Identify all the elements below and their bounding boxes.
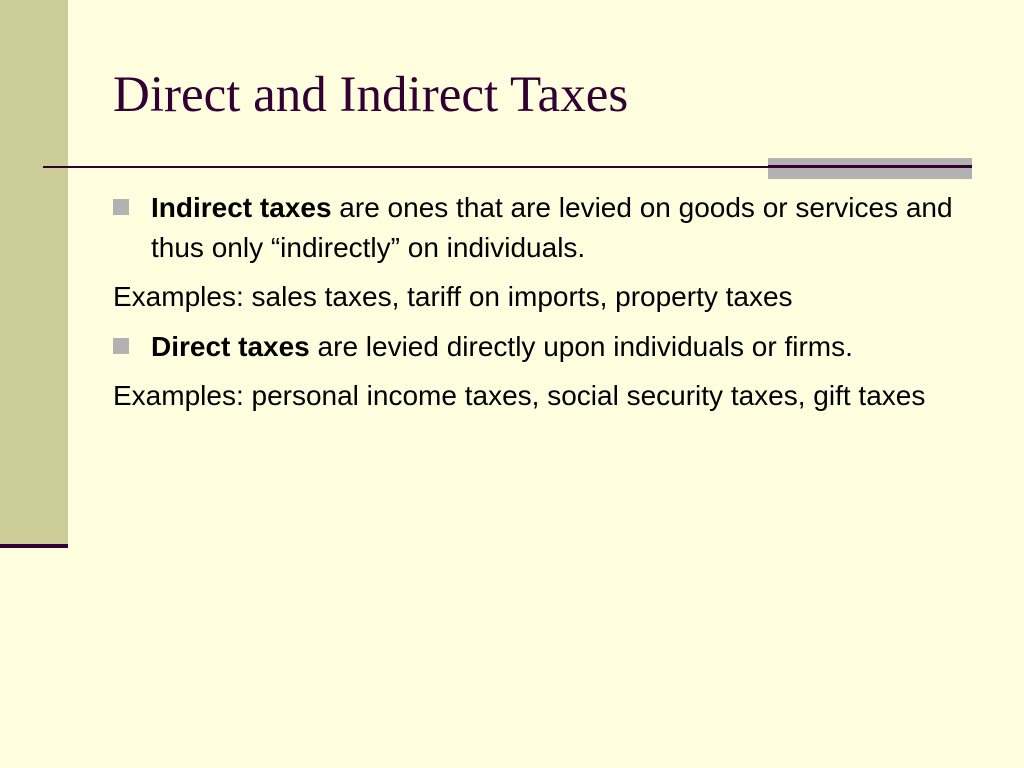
slide-body: Indirect taxes are ones that are levied … (113, 188, 973, 426)
square-bullet-icon (113, 199, 129, 215)
examples-indirect: Examples: sales taxes, tariff on imports… (113, 281, 793, 312)
definition: are levied directly upon individuals or … (309, 330, 853, 362)
title-divider (43, 166, 972, 168)
square-bullet-icon (113, 337, 129, 354)
term: Indirect taxes (151, 192, 332, 223)
bullet-direct-taxes: Direct taxes are levied directly upon in… (113, 327, 973, 367)
definition: are ones that are levied on goods or ser… (151, 192, 953, 263)
left-sidebar-band (0, 0, 68, 548)
examples-direct: Examples: personal income taxes, social … (113, 380, 926, 411)
decorative-gray-bar (768, 158, 972, 179)
term: Direct taxes (151, 330, 310, 362)
bullet-indirect-taxes: Indirect taxes are ones that are levied … (113, 188, 973, 267)
sidebar-accent-mark (0, 544, 68, 548)
slide-title: Direct and Indirect Taxes (113, 67, 629, 123)
